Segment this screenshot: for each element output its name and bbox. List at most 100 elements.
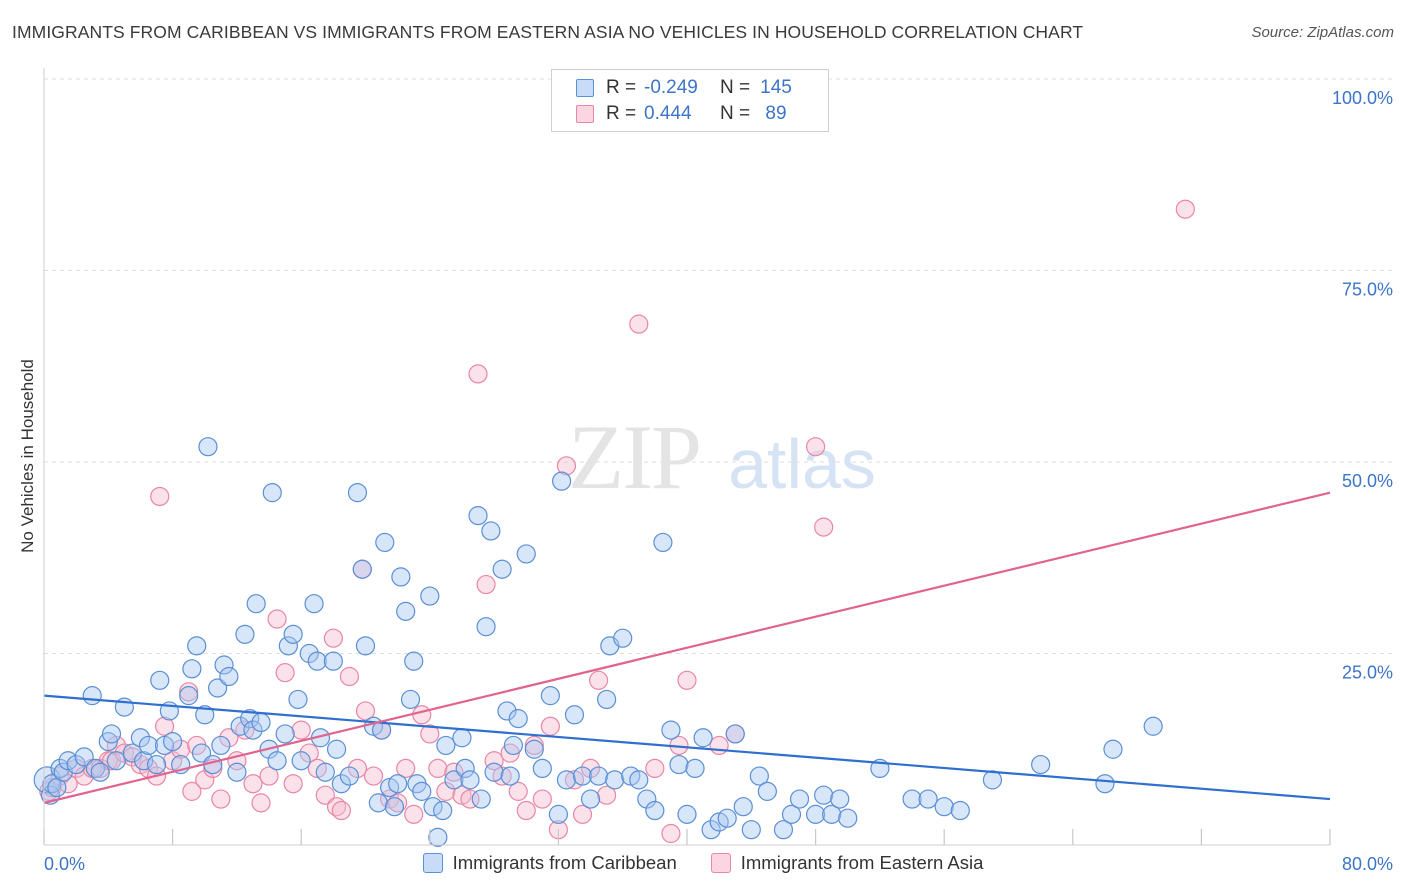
series-caribbean [33,437,1163,847]
data-point-eastern-asia [195,770,215,790]
data-point-caribbean [701,820,721,840]
data-point-eastern-asia [476,574,496,595]
data-point-eastern-asia [709,735,729,756]
data-point-caribbean [251,712,271,733]
data-point-caribbean [355,636,376,656]
data-point-caribbean [283,624,303,644]
data-point-caribbean [516,544,536,564]
data-point-caribbean [331,774,351,794]
series-swatch-caribbean [422,853,443,873]
data-point-caribbean [934,797,954,817]
data-point-eastern-asia [283,774,303,794]
data-point-caribbean [548,804,569,824]
data-point-eastern-asia [182,781,202,801]
data-point-eastern-asia [396,758,416,779]
data-point-eastern-asia [436,781,456,801]
data-point-caribbean [540,686,560,706]
data-point-caribbean [375,532,395,553]
legend-r-value: -0.249 [644,77,698,98]
data-point-caribbean [368,793,388,813]
data-point-eastern-asia [299,743,319,763]
series-label-caribbean: Immigrants from Caribbean [452,852,677,873]
data-point-caribbean [613,628,633,648]
data-point-caribbean [187,636,207,656]
grid [44,78,1392,654]
data-point-eastern-asia [444,762,464,782]
data-point-caribbean [460,770,480,790]
legend-n-value: 145 [760,77,792,98]
data-point-caribbean [741,820,761,840]
data-point-caribbean [677,804,697,824]
data-point-caribbean [235,624,255,644]
data-point-caribbean [74,747,94,767]
legend-r-label: R = [606,103,637,124]
data-point-caribbean [246,594,266,614]
data-point-caribbean [508,709,528,729]
data-point-caribbean [230,716,250,736]
data-point-eastern-asia [275,663,295,683]
data-point-caribbean [304,594,324,614]
data-point-caribbean [588,766,609,786]
data-point-caribbean [556,770,577,790]
data-point-caribbean [564,705,585,725]
data-point-caribbean [629,770,649,790]
data-point-caribbean [347,483,368,503]
data-point-caribbean [552,471,572,491]
data-point-eastern-asia [171,739,191,759]
data-point-caribbean [315,762,335,782]
data-point-caribbean [781,804,802,824]
data-point-caribbean [481,521,501,541]
data-point-caribbean [106,751,126,771]
data-point-caribbean [130,728,151,748]
data-point-caribbean [685,758,705,779]
data-point-caribbean [524,739,544,759]
data-point-caribbean [436,735,456,756]
data-point-eastern-asia [428,758,448,779]
data-point-eastern-asia [556,456,577,476]
data-point-caribbean [822,804,842,824]
legend-r-label: R = [606,77,637,98]
legend-n-label: N = [720,103,751,124]
trend-lines [43,491,1331,804]
series-label-eastern-asia: Immigrants from Eastern Asia [740,852,984,873]
trend-line-eastern-asia [43,491,1331,804]
data-point-caribbean [773,820,794,840]
source-label: Source: ZipAtlas.com [1251,24,1394,41]
data-point-eastern-asia [580,758,601,779]
data-point-eastern-asia [572,804,593,824]
y-tick-label: 25.0% [1342,663,1393,683]
chart-title: IMMIGRANTS FROM CARIBBEAN VS IMMIGRANTS … [12,22,1084,42]
data-point-caribbean [838,808,858,828]
data-point-caribbean [433,800,453,821]
data-point-caribbean [500,766,520,786]
data-point-eastern-asia [629,314,649,334]
data-point-caribbean [492,559,512,579]
data-point-eastern-asia [243,774,263,794]
data-point-caribbean [733,797,753,817]
data-point-caribbean [950,800,970,821]
data-point-eastern-asia [259,766,279,786]
data-point-caribbean [163,731,183,752]
data-point-caribbean [146,754,167,775]
data-point-caribbean [497,701,517,721]
data-point-eastern-asia [645,758,665,779]
data-point-caribbean [830,789,850,809]
series-legend-item-caribbean: Immigrants from Caribbean [422,852,677,874]
data-point-eastern-asia [677,670,697,690]
y-tick-label: 100.0% [1332,88,1393,108]
legend-row-caribbean: R = -0.249 N = 145 [576,76,796,100]
data-point-eastern-asia [315,785,335,805]
y-tick-label: 75.0% [1342,280,1393,300]
data-point-caribbean [388,774,408,794]
data-point-caribbean [471,789,491,809]
data-point-caribbean [484,762,504,782]
data-point-caribbean [179,686,199,706]
data-point-caribbean [323,651,343,671]
data-point-eastern-asia [1175,199,1195,219]
data-point-eastern-asia [661,823,681,844]
data-point-eastern-asia [532,789,552,809]
data-point-eastern-asia [355,701,376,721]
data-point-caribbean [278,636,298,656]
data-point-caribbean [749,766,769,786]
